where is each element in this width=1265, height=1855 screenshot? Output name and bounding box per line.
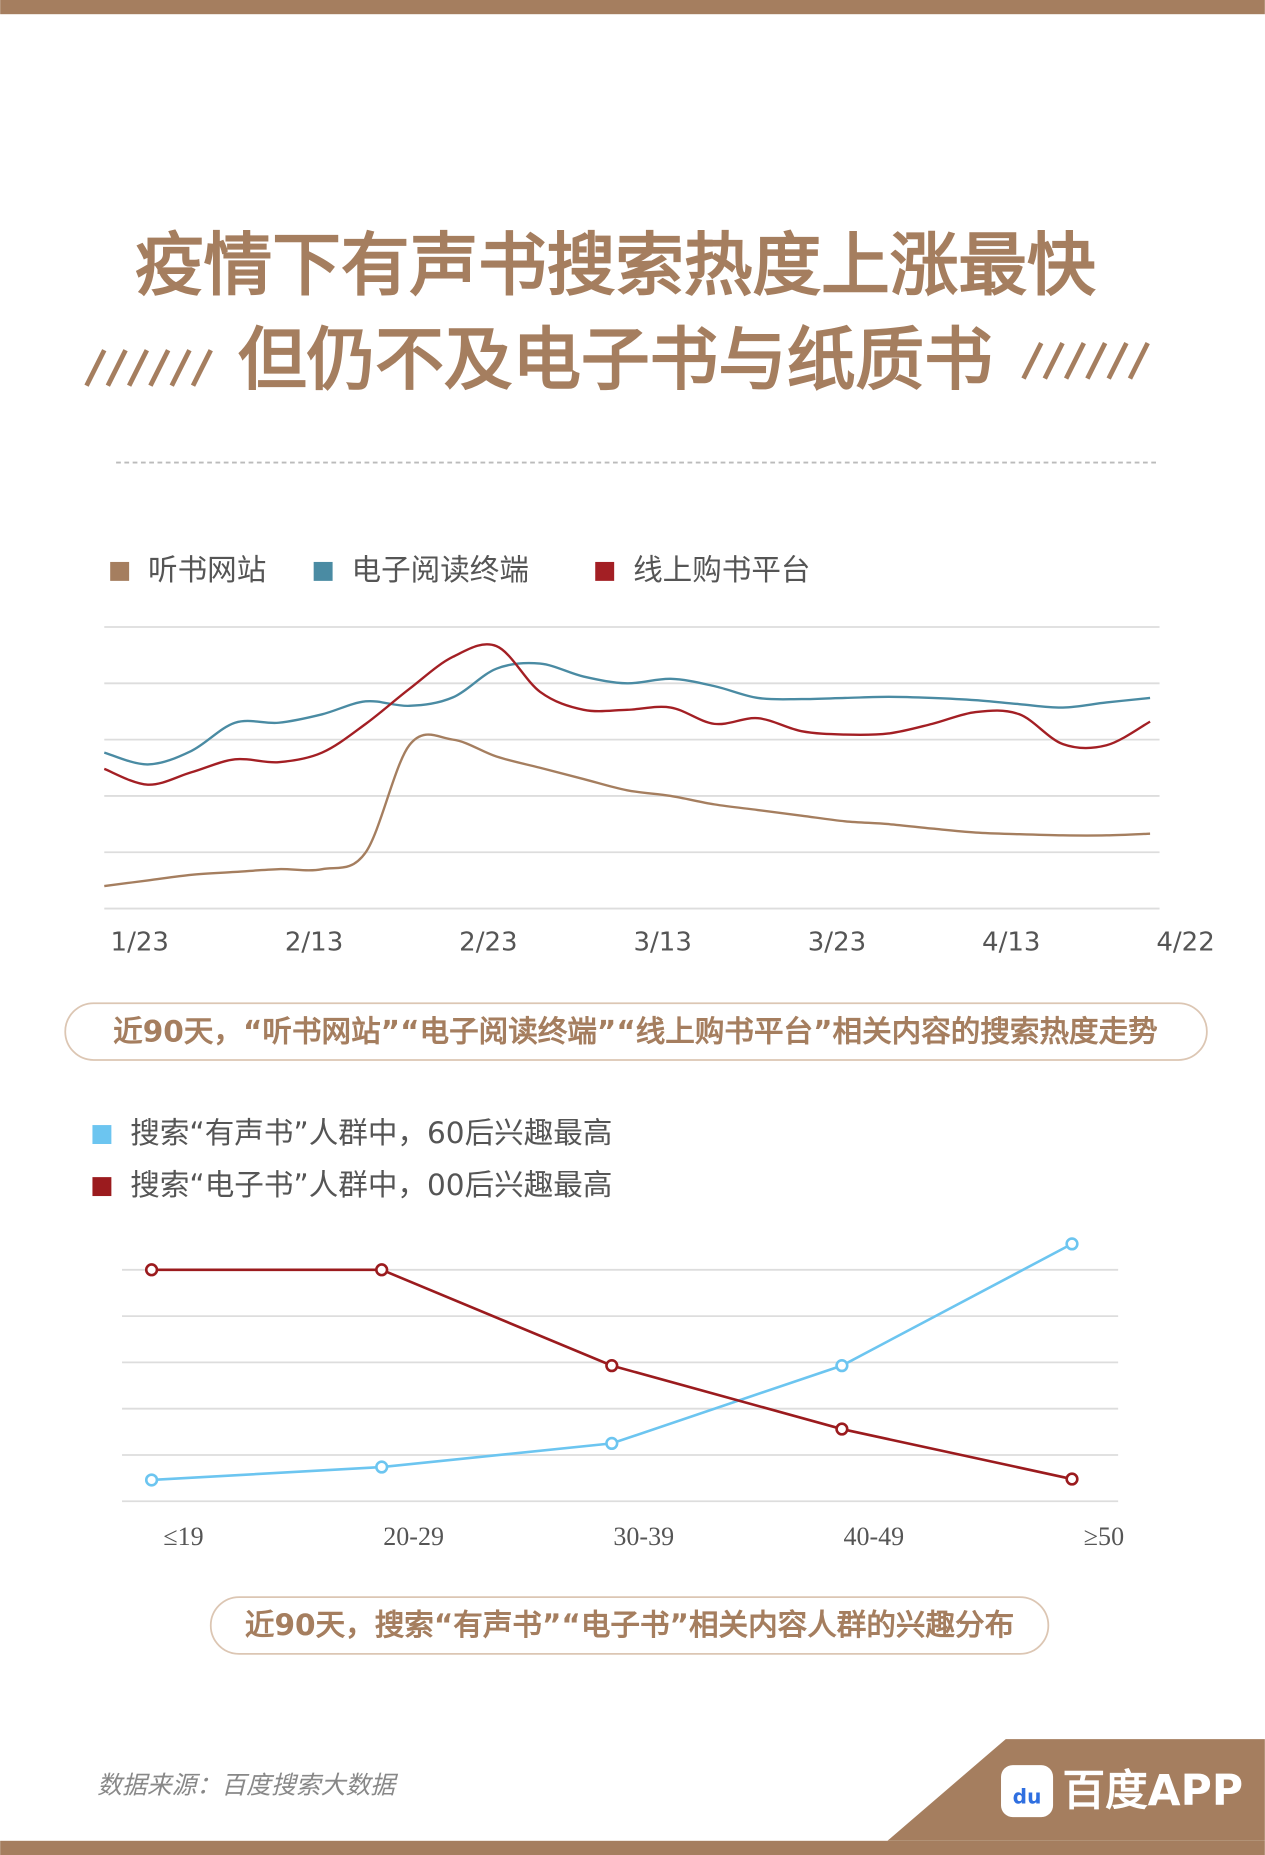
x-tick-label: 3/23 — [808, 927, 866, 957]
caption: 近90天，搜索“有声书”“电子书”相关内容人群的兴趣分布 — [245, 1608, 1014, 1642]
point — [144, 1473, 159, 1487]
x-tick-label: 2/13 — [285, 927, 343, 957]
source: 数据来源：百度搜索大数据 — [97, 1770, 398, 1799]
x-tick-label: 2/23 — [459, 927, 517, 957]
legend-label: 听书网站 — [148, 553, 266, 587]
legend-swatch — [595, 561, 615, 581]
point — [375, 1263, 389, 1277]
x-tick-label: 30-39 — [613, 1522, 674, 1551]
brand-name: 百度APP — [1063, 1766, 1244, 1816]
legend-swatch — [110, 561, 130, 581]
series-line — [103, 643, 1151, 786]
point — [1065, 1237, 1079, 1251]
x-tick-label: ≤19 — [163, 1522, 203, 1551]
point — [1065, 1472, 1079, 1486]
point — [375, 1460, 389, 1474]
point — [835, 1422, 849, 1436]
charts: 1/23 2/13 2/23 3/13 3/23 4/13 4/22 听书网站 电子阅读终端 线上… — [92, 553, 1215, 1642]
x-tick-label: 20-29 — [383, 1522, 444, 1551]
point — [144, 1263, 159, 1277]
x-tick-label: ≥50 — [1084, 1522, 1124, 1551]
top-bar — [0, 0, 1265, 15]
point — [605, 1436, 619, 1451]
title-line: 疫情下有声书搜索热度上涨最快 — [135, 226, 1096, 306]
series-line — [104, 733, 1151, 888]
legend-swatch — [313, 561, 333, 581]
caption-box — [64, 1002, 1208, 1061]
x-tick-label: 3/13 — [633, 927, 691, 957]
x-tick-label: 1/23 — [111, 927, 169, 957]
x-tick-label: 40-49 — [843, 1522, 904, 1551]
legend-label: 搜索“有声书”人群中，60后兴趣最高 — [130, 1116, 612, 1150]
bottom-bar — [0, 1840, 1265, 1855]
caption: 近90天，“听书网站”“电子阅读终端”“线上购书平台”相关内容的搜索热度走势 — [113, 1014, 1158, 1048]
brand-icon-text: du — [1013, 1785, 1042, 1809]
legend-label: 电子阅读终端 — [352, 553, 529, 587]
title-line: 但仍不及电子书与纸质书 — [238, 320, 993, 400]
legend-label: 线上购书平台 — [633, 553, 810, 587]
x-tick-label: 4/13 — [982, 927, 1040, 957]
brand-banner — [887, 1739, 1265, 1841]
caption-box — [209, 1596, 1050, 1655]
point — [835, 1359, 849, 1373]
legend-label: 搜索“电子书”人群中，00后兴趣最高 — [130, 1168, 612, 1202]
point — [605, 1359, 619, 1373]
legend-swatch — [92, 1125, 112, 1144]
slash-decoration — [84, 342, 1150, 387]
series-line — [103, 661, 1151, 766]
brand-icon — [1001, 1765, 1054, 1818]
x-tick-label: 4/22 — [1156, 927, 1214, 957]
legend-swatch — [92, 1177, 112, 1197]
